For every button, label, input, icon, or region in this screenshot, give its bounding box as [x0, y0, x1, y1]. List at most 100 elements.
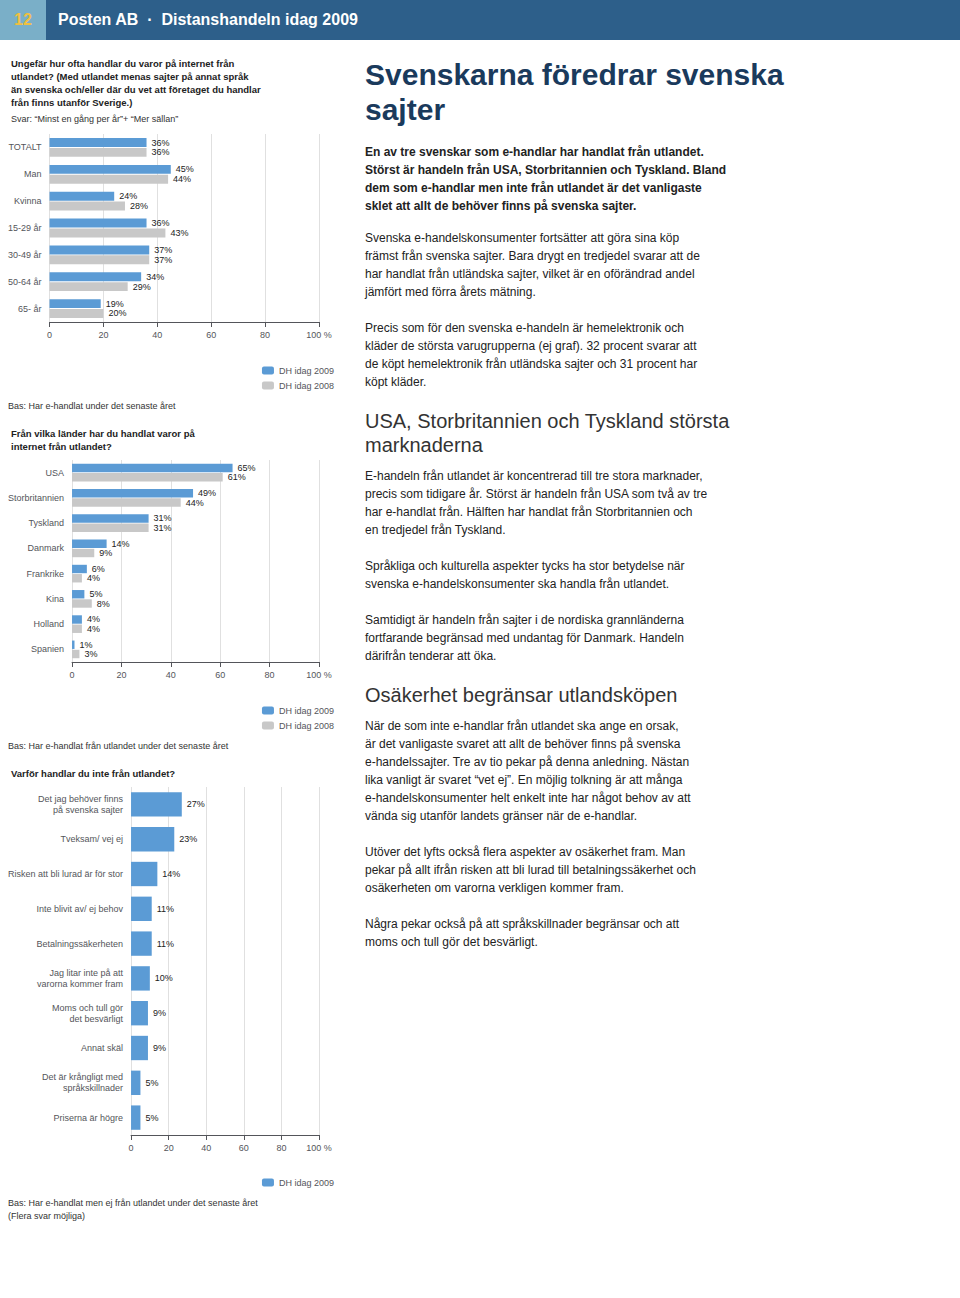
svg-text:100 %: 100 %	[306, 1143, 332, 1153]
svg-text:29%: 29%	[133, 282, 151, 292]
svg-text:än svenska och/eller där du ve: än svenska och/eller där du vet att före…	[11, 84, 261, 95]
svg-text:8%: 8%	[97, 599, 110, 609]
svg-text:varorna kommer fram: varorna kommer fram	[37, 979, 123, 989]
svg-text:28%: 28%	[130, 201, 148, 211]
svg-text:14%: 14%	[112, 539, 130, 549]
svg-text:9%: 9%	[99, 548, 112, 558]
svg-text:Moms och tull gör: Moms och tull gör	[52, 1003, 123, 1013]
svg-text:37%: 37%	[154, 245, 172, 255]
svg-text:4%: 4%	[87, 573, 100, 583]
svg-text:Kvinna: Kvinna	[14, 196, 42, 206]
svg-text:0: 0	[129, 1143, 134, 1153]
svg-text:Jag litar inte på att: Jag litar inte på att	[49, 968, 123, 978]
svg-text:9%: 9%	[153, 1008, 166, 1018]
svg-text:100 %: 100 %	[306, 330, 332, 340]
svg-text:på svenska sajter: på svenska sajter	[53, 805, 123, 815]
svg-text:Bas: Har e-handlat under det s: Bas: Har e-handlat under det senaste åre…	[8, 401, 176, 411]
svg-text:Ungefär hur ofta handlar du va: Ungefär hur ofta handlar du varor på int…	[11, 58, 234, 69]
svg-text:Man: Man	[24, 169, 42, 179]
svg-text:19%: 19%	[106, 299, 124, 309]
svg-text:30-49 år: 30-49 år	[8, 250, 42, 260]
html-text:När de som inte e-handlar från: När de som inte e-handlar från utlandet …	[365, 719, 696, 949]
svg-text:från finns utanför Sverige.): från finns utanför Sverige.)	[11, 97, 132, 108]
svg-text:utlandet? (Med utlandet menas: utlandet? (Med utlandet menas sajter på …	[11, 71, 249, 82]
svg-text:det besvärligt: det besvärligt	[70, 1014, 124, 1024]
svg-text:5%: 5%	[145, 1113, 158, 1123]
svg-text:Annat skäl: Annat skäl	[81, 1043, 123, 1053]
svg-text:45%: 45%	[176, 164, 194, 174]
svg-text:DH idag 2009: DH idag 2009	[279, 706, 334, 716]
svg-text:Danmark: Danmark	[28, 543, 65, 553]
svg-text:TOTALT: TOTALT	[9, 142, 43, 152]
svg-text:40: 40	[201, 1143, 211, 1153]
svg-text:100 %: 100 %	[306, 670, 332, 680]
svg-text:40: 40	[152, 330, 162, 340]
svg-text:24%: 24%	[119, 191, 137, 201]
svg-text:23%: 23%	[179, 834, 197, 844]
svg-text:44%: 44%	[173, 174, 191, 184]
svg-text:37%: 37%	[154, 255, 172, 265]
svg-text:Från vilka länder har du handl: Från vilka länder har du handlat varor p…	[11, 428, 195, 439]
svg-text:Varför handlar du inte från ut: Varför handlar du inte från utlandet?	[11, 768, 175, 779]
html-text:E-handeln från utlandet är kon: E-handeln från utlandet är koncentrerad …	[365, 469, 708, 663]
svg-text:USA: USA	[46, 468, 65, 478]
svg-text:80: 80	[260, 330, 270, 340]
svg-text:80: 80	[265, 670, 275, 680]
svg-text:Risken att bli lurad är för st: Risken att bli lurad är för stor	[8, 869, 123, 879]
svg-text:80: 80	[276, 1143, 286, 1153]
svg-text:65- år: 65- år	[18, 304, 42, 314]
svg-text:Frankrike: Frankrike	[27, 569, 65, 579]
svg-text:20%: 20%	[108, 308, 126, 318]
svg-text:40: 40	[166, 670, 176, 680]
svg-text:Tveksam/ vej ej: Tveksam/ vej ej	[61, 834, 124, 844]
svg-text:Bas: Har e-handlat men ej från: Bas: Har e-handlat men ej från utlandet …	[8, 1198, 258, 1208]
svg-text:10%: 10%	[155, 973, 173, 983]
svg-text:Bas: Har e-handlat från utland: Bas: Har e-handlat från utlandet under d…	[8, 741, 229, 751]
svg-text:20: 20	[98, 330, 108, 340]
svg-text:31%: 31%	[154, 523, 172, 533]
svg-text:11%: 11%	[157, 939, 174, 949]
svg-text:20: 20	[116, 670, 126, 680]
svg-text:Spanien: Spanien	[31, 644, 64, 654]
svg-text:Inte blivit av/ ej behov: Inte blivit av/ ej behov	[36, 904, 123, 914]
svg-text:34%: 34%	[146, 272, 164, 282]
svg-text:språkskillnader: språkskillnader	[63, 1083, 123, 1093]
svg-text:0: 0	[47, 330, 52, 340]
svg-text:0: 0	[70, 670, 75, 680]
svg-text:11%: 11%	[157, 904, 174, 914]
svg-text:60: 60	[206, 330, 216, 340]
svg-text:44%: 44%	[186, 498, 204, 508]
svg-text:DH idag 2008: DH idag 2008	[279, 721, 334, 731]
svg-text:60: 60	[215, 670, 225, 680]
svg-text:DH idag 2008: DH idag 2008	[279, 381, 334, 391]
svg-text:Det är krångligt med: Det är krångligt med	[42, 1072, 123, 1082]
svg-text:Kina: Kina	[46, 594, 64, 604]
svg-text:61%: 61%	[228, 472, 246, 482]
svg-text:43%: 43%	[170, 228, 188, 238]
svg-text:50-64 år: 50-64 år	[8, 277, 42, 287]
svg-text:Priserna är högre: Priserna är högre	[53, 1113, 123, 1123]
svg-text:36%: 36%	[152, 147, 170, 157]
svg-text:Tyskland: Tyskland	[29, 518, 65, 528]
svg-text:20: 20	[164, 1143, 174, 1153]
svg-text:Svar: “Minst en gång per år”+: Svar: “Minst en gång per år”+ “Mer sälla…	[11, 114, 178, 124]
svg-text:4%: 4%	[87, 624, 100, 634]
svg-text:36%: 36%	[152, 218, 170, 228]
svg-text:DH idag 2009: DH idag 2009	[279, 366, 334, 376]
svg-text:36%: 36%	[152, 138, 170, 148]
svg-text:Det jag behöver finns: Det jag behöver finns	[38, 794, 124, 804]
svg-text:DH idag 2009: DH idag 2009	[279, 1178, 334, 1188]
svg-text:Betalningssäkerheten: Betalningssäkerheten	[36, 939, 123, 949]
svg-text:9%: 9%	[153, 1043, 166, 1053]
svg-text:27%: 27%	[187, 799, 205, 809]
svg-text:3%: 3%	[84, 649, 97, 659]
svg-text:60: 60	[239, 1143, 249, 1153]
svg-text:Storbritannien: Storbritannien	[8, 493, 64, 503]
svg-text:14%: 14%	[162, 869, 180, 879]
svg-text:internet från utlandet?: internet från utlandet?	[11, 441, 112, 452]
html-text:Svenska e-handelskonsumenter f: Svenska e-handelskonsumenter fortsätter …	[365, 231, 700, 389]
svg-text:15-29 år: 15-29 år	[8, 223, 42, 233]
svg-text:5%: 5%	[145, 1078, 158, 1088]
svg-text:(Flera svar möjliga): (Flera svar möjliga)	[8, 1211, 85, 1221]
svg-text:Holland: Holland	[34, 619, 65, 629]
